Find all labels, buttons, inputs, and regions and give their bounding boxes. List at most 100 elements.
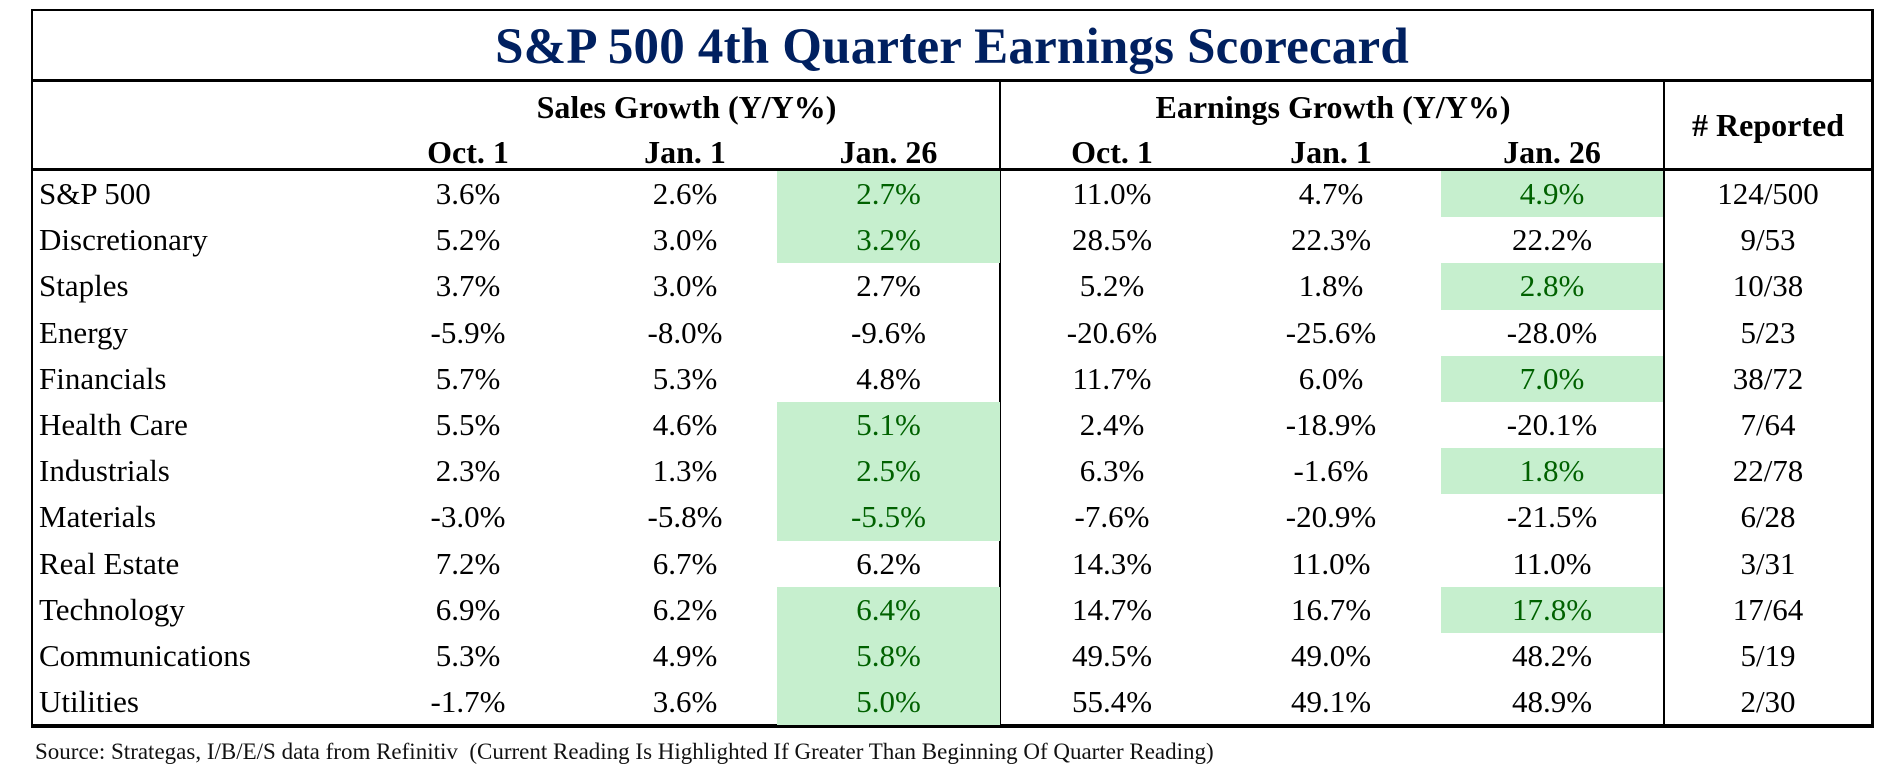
sector-label: Industrials [39, 453, 170, 489]
earnings-oct1-cell: -7.6% [1074, 499, 1150, 535]
header-divider [33, 168, 1871, 171]
earnings-jan1-cell: -25.6% [1285, 314, 1377, 350]
sales-jan26-cell: 2.7% [777, 171, 1000, 218]
earnings-oct1-cell: 6.3% [1079, 453, 1145, 489]
reported-cell: 10/38 [1732, 268, 1804, 304]
sales-oct1-cell: 5.7% [435, 360, 501, 396]
sales-oct1-cell: 5.2% [435, 222, 501, 258]
earnings-jan26-cell: 7.0% [1441, 355, 1663, 402]
sales-jan26-cell: 6.4% [777, 586, 1000, 633]
sector-label: Real Estate [39, 545, 180, 581]
earnings-jan1-cell: -20.9% [1285, 499, 1377, 535]
earnings-oct1-cell: 55.4% [1071, 684, 1153, 720]
reported-cell: 6/28 [1740, 499, 1796, 535]
table-row: S&P 500 3.6% 2.6% 2.7% 11.0% 4.7% 4.9% 124/500 [33, 171, 1871, 218]
sales-jan26-cell: 2.7% [856, 268, 921, 304]
sales-jan1-cell: 5.3% [652, 360, 718, 396]
earnings-jan1-cell: 1.8% [1298, 268, 1364, 304]
earnings-jan1-cell: 11.0% [1291, 545, 1371, 581]
earnings-col-oct1: Oct. 1 [1071, 134, 1153, 170]
source-note: Source: Strategas, I/B/E/S data from Ref… [35, 739, 1214, 764]
sales-jan26-cell: 5.1% [777, 401, 1000, 449]
sales-oct1-cell: 7.2% [435, 545, 501, 581]
earnings-oct1-cell: 11.7% [1072, 360, 1152, 396]
earnings-oct1-cell: 28.5% [1071, 222, 1153, 258]
reported-header: # Reported [1692, 107, 1844, 143]
sales-oct1-cell: 2.3% [435, 453, 501, 489]
table-row: Technology 6.9% 6.2% 6.4% 14.7% 16.7% 17.8% 17/… [33, 586, 1871, 633]
earnings-jan26-cell: 17.8% [1441, 586, 1663, 633]
divider-earnings-reported [1663, 82, 1665, 724]
sales-jan1-cell: 1.3% [652, 453, 718, 489]
table-body: S&P 500 3.6% 2.6% 2.7% 11.0% 4.7% 4.9% 124/500 D… [33, 171, 1871, 726]
sales-jan1-cell: 4.9% [652, 637, 718, 673]
sales-jan26-cell: 2.5% [777, 448, 1000, 495]
earnings-jan26-cell: 1.8% [1441, 448, 1663, 495]
divider-sales-earnings [999, 82, 1001, 724]
earnings-oct1-cell: -20.6% [1066, 314, 1158, 350]
scorecard-table: S&P 500 4th Quarter Earnings Scorecard S… [31, 9, 1874, 728]
sales-jan1-cell: -5.8% [647, 499, 723, 535]
table-row: Health Care 5.5% 4.6% 5.1% 2.4% -18.9% -20.1% 7… [33, 401, 1871, 449]
sector-label: S&P 500 [39, 176, 151, 211]
earnings-jan26-cell: 4.9% [1441, 171, 1663, 218]
sales-jan1-cell: 3.0% [652, 222, 718, 258]
sales-oct1-cell: 5.5% [435, 406, 501, 442]
earnings-jan1-cell: 49.0% [1290, 637, 1372, 673]
earnings-jan26-cell: 11.0% [1512, 545, 1592, 581]
reported-cell: 9/53 [1740, 222, 1796, 258]
earnings-jan26-cell: -21.5% [1506, 499, 1598, 535]
earnings-jan1-cell: 22.3% [1290, 222, 1372, 258]
earnings-col-jan26: Jan. 26 [1503, 134, 1601, 170]
earnings-jan1-cell: 4.7% [1298, 176, 1364, 211]
sales-jan1-cell: -8.0% [647, 314, 723, 350]
earnings-jan26-cell: 2.8% [1441, 263, 1663, 310]
sector-label: Utilities [39, 684, 139, 720]
sales-jan1-cell: 6.7% [652, 545, 718, 581]
reported-cell: 2/30 [1740, 684, 1796, 720]
sales-oct1-cell: -1.7% [430, 684, 506, 720]
sector-label: Health Care [39, 406, 188, 442]
earnings-oct1-cell: 14.3% [1071, 545, 1153, 581]
earnings-jan26-cell: 22.2% [1511, 222, 1593, 258]
sales-oct1-cell: 3.7% [435, 268, 501, 304]
earnings-jan1-cell: 49.1% [1290, 684, 1372, 720]
sector-label: Materials [39, 499, 157, 535]
table-row: Discretionary 5.2% 3.0% 3.2% 28.5% 22.3% 22.2%… [33, 217, 1871, 264]
sector-label: Financials [39, 360, 167, 396]
sales-jan26-cell: -9.6% [851, 314, 926, 350]
sector-label: Staples [39, 268, 129, 304]
earnings-jan1-cell: -18.9% [1285, 406, 1377, 442]
table-row: Communications 5.3% 4.9% 5.8% 49.5% 49.0% 48.2… [33, 632, 1871, 680]
reported-cell: 22/78 [1732, 453, 1804, 489]
reported-cell: 17/64 [1732, 591, 1804, 627]
sales-col-oct1: Oct. 1 [427, 134, 509, 170]
sales-jan1-cell: 3.6% [652, 684, 718, 720]
sales-jan26-cell: 5.0% [777, 679, 1000, 726]
earnings-jan1-cell: 16.7% [1290, 591, 1372, 627]
earnings-jan26-cell: 48.9% [1511, 684, 1593, 720]
reported-cell: 3/31 [1740, 545, 1796, 581]
sales-oct1-cell: 3.6% [435, 176, 501, 211]
sales-jan1-cell: 3.0% [652, 268, 718, 304]
earnings-oct1-cell: 2.4% [1079, 406, 1145, 442]
table-title: S&P 500 4th Quarter Earnings Scorecard [33, 11, 1871, 82]
earnings-oct1-cell: 5.2% [1079, 268, 1145, 304]
sales-jan26-cell: -5.5% [777, 494, 1000, 541]
earnings-oct1-cell: 14.7% [1071, 591, 1153, 627]
sales-oct1-cell: 5.3% [435, 637, 501, 673]
earnings-col-jan1: Jan. 1 [1290, 134, 1372, 170]
sector-label: Energy [39, 314, 128, 350]
sector-label: Discretionary [39, 222, 208, 258]
sales-oct1-cell: -5.9% [430, 314, 506, 350]
reported-cell: 7/64 [1740, 406, 1796, 442]
earnings-jan1-cell: 6.0% [1298, 360, 1364, 396]
reported-cell: 124/500 [1717, 176, 1819, 211]
sales-jan26-cell: 6.2% [856, 545, 921, 581]
sector-label: Technology [39, 591, 185, 627]
earnings-oct1-cell: 11.0% [1072, 176, 1152, 211]
earnings-jan26-cell: -28.0% [1506, 314, 1598, 350]
sales-jan1-cell: 4.6% [652, 406, 718, 442]
sales-oct1-cell: -3.0% [430, 499, 506, 535]
sales-oct1-cell: 6.9% [435, 591, 501, 627]
